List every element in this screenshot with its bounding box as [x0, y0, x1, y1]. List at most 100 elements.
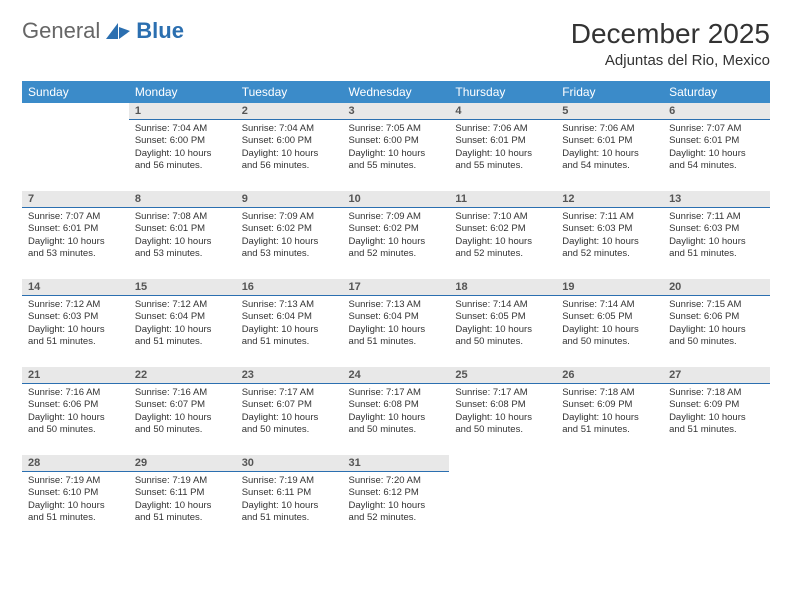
sunrise-text: Sunrise: 7:04 AM: [242, 123, 337, 135]
sunset-text: Sunset: 6:07 PM: [242, 399, 337, 411]
day-number: 18: [449, 279, 556, 296]
daylight-text: Daylight: 10 hours and 50 minutes.: [669, 324, 764, 349]
daylight-text: Daylight: 10 hours and 50 minutes.: [562, 324, 657, 349]
sunset-text: Sunset: 6:04 PM: [242, 311, 337, 323]
daylight-text: Daylight: 10 hours and 54 minutes.: [562, 148, 657, 173]
sunrise-text: Sunrise: 7:19 AM: [28, 475, 123, 487]
sunrise-text: Sunrise: 7:17 AM: [455, 387, 550, 399]
day-number: 29: [129, 455, 236, 472]
calendar-table: Sunday Monday Tuesday Wednesday Thursday…: [22, 81, 770, 543]
sunset-text: Sunset: 6:07 PM: [135, 399, 230, 411]
sunset-text: Sunset: 6:06 PM: [28, 399, 123, 411]
sunset-text: Sunset: 6:05 PM: [455, 311, 550, 323]
day-body: Sunrise: 7:14 AMSunset: 6:05 PMDaylight:…: [556, 296, 663, 354]
day-number: 28: [22, 455, 129, 472]
day-body: Sunrise: 7:16 AMSunset: 6:07 PMDaylight:…: [129, 384, 236, 442]
daylight-text: Daylight: 10 hours and 52 minutes.: [349, 236, 444, 261]
daylight-text: Daylight: 10 hours and 51 minutes.: [669, 412, 764, 437]
calendar-day-cell: [556, 455, 663, 543]
day-body: Sunrise: 7:10 AMSunset: 6:02 PMDaylight:…: [449, 208, 556, 266]
sunrise-text: Sunrise: 7:09 AM: [242, 211, 337, 223]
daylight-text: Daylight: 10 hours and 55 minutes.: [455, 148, 550, 173]
daylight-text: Daylight: 10 hours and 50 minutes.: [455, 324, 550, 349]
sunrise-text: Sunrise: 7:14 AM: [455, 299, 550, 311]
daylight-text: Daylight: 10 hours and 51 minutes.: [242, 324, 337, 349]
calendar-day-cell: 12Sunrise: 7:11 AMSunset: 6:03 PMDayligh…: [556, 191, 663, 279]
sunrise-text: Sunrise: 7:06 AM: [455, 123, 550, 135]
day-number: 15: [129, 279, 236, 296]
sunset-text: Sunset: 6:04 PM: [135, 311, 230, 323]
day-body: Sunrise: 7:12 AMSunset: 6:03 PMDaylight:…: [22, 296, 129, 354]
sunrise-text: Sunrise: 7:06 AM: [562, 123, 657, 135]
weekday-header: Thursday: [449, 81, 556, 103]
brand-part1: General: [22, 18, 100, 44]
sunset-text: Sunset: 6:02 PM: [242, 223, 337, 235]
daylight-text: Daylight: 10 hours and 51 minutes.: [562, 412, 657, 437]
calendar-day-cell: 15Sunrise: 7:12 AMSunset: 6:04 PMDayligh…: [129, 279, 236, 367]
day-body: Sunrise: 7:17 AMSunset: 6:08 PMDaylight:…: [449, 384, 556, 442]
day-body: Sunrise: 7:04 AMSunset: 6:00 PMDaylight:…: [236, 120, 343, 178]
daylight-text: Daylight: 10 hours and 51 minutes.: [349, 324, 444, 349]
header-row: General Blue December 2025 Adjuntas del …: [22, 18, 770, 69]
day-number: 21: [22, 367, 129, 384]
daylight-text: Daylight: 10 hours and 52 minutes.: [562, 236, 657, 261]
calendar-day-cell: 13Sunrise: 7:11 AMSunset: 6:03 PMDayligh…: [663, 191, 770, 279]
day-number: 12: [556, 191, 663, 208]
day-body: Sunrise: 7:08 AMSunset: 6:01 PMDaylight:…: [129, 208, 236, 266]
day-number: 19: [556, 279, 663, 296]
daylight-text: Daylight: 10 hours and 56 minutes.: [242, 148, 337, 173]
calendar-day-cell: 19Sunrise: 7:14 AMSunset: 6:05 PMDayligh…: [556, 279, 663, 367]
day-number: 10: [343, 191, 450, 208]
daylight-text: Daylight: 10 hours and 51 minutes.: [28, 500, 123, 525]
day-body: Sunrise: 7:20 AMSunset: 6:12 PMDaylight:…: [343, 472, 450, 530]
sunset-text: Sunset: 6:03 PM: [562, 223, 657, 235]
sunrise-text: Sunrise: 7:15 AM: [669, 299, 764, 311]
day-number: 31: [343, 455, 450, 472]
sunset-text: Sunset: 6:09 PM: [562, 399, 657, 411]
sunset-text: Sunset: 6:02 PM: [349, 223, 444, 235]
day-number: 30: [236, 455, 343, 472]
calendar-day-cell: 28 Sunrise: 7:19 AMSunset: 6:10 PMDayligh…: [22, 455, 129, 543]
sunset-text: Sunset: 6:01 PM: [135, 223, 230, 235]
day-body: Sunrise: 7:04 AMSunset: 6:00 PMDaylight:…: [129, 120, 236, 178]
sunset-text: Sunset: 6:04 PM: [349, 311, 444, 323]
day-body: Sunrise: 7:18 AMSunset: 6:09 PMDaylight:…: [663, 384, 770, 442]
day-body: Sunrise: 7:09 AMSunset: 6:02 PMDaylight:…: [236, 208, 343, 266]
sunset-text: Sunset: 6:00 PM: [242, 135, 337, 147]
day-body: Sunrise: 7:05 AMSunset: 6:00 PMDaylight:…: [343, 120, 450, 178]
title-block: December 2025 Adjuntas del Rio, Mexico: [571, 18, 770, 69]
day-number: 4: [449, 103, 556, 120]
sunset-text: Sunset: 6:01 PM: [455, 135, 550, 147]
calendar-day-cell: 3Sunrise: 7:05 AMSunset: 6:00 PMDaylight…: [343, 103, 450, 191]
day-number: 8: [129, 191, 236, 208]
daylight-text: Daylight: 10 hours and 50 minutes.: [28, 412, 123, 437]
day-number: 7: [22, 191, 129, 208]
day-number: 6: [663, 103, 770, 120]
sunset-text: Sunset: 6:01 PM: [28, 223, 123, 235]
calendar-day-cell: 25Sunrise: 7:17 AMSunset: 6:08 PMDayligh…: [449, 367, 556, 455]
sunrise-text: Sunrise: 7:09 AM: [349, 211, 444, 223]
sunrise-text: Sunrise: 7:10 AM: [455, 211, 550, 223]
day-body: Sunrise: 7:12 AMSunset: 6:04 PMDaylight:…: [129, 296, 236, 354]
sunrise-text: Sunrise: 7:16 AM: [28, 387, 123, 399]
calendar-day-cell: 10 Sunrise: 7:09 AMSunset: 6:02 PMDayligh…: [343, 191, 450, 279]
sunrise-text: Sunrise: 7:16 AM: [135, 387, 230, 399]
day-body: Sunrise: 7:11 AMSunset: 6:03 PMDaylight:…: [663, 208, 770, 266]
sunrise-text: Sunrise: 7:14 AM: [562, 299, 657, 311]
daylight-text: Daylight: 10 hours and 55 minutes.: [349, 148, 444, 173]
sunset-text: Sunset: 6:08 PM: [349, 399, 444, 411]
sunrise-text: Sunrise: 7:19 AM: [242, 475, 337, 487]
sunrise-text: Sunrise: 7:18 AM: [669, 387, 764, 399]
sunrise-text: Sunrise: 7:17 AM: [242, 387, 337, 399]
weekday-header: Saturday: [663, 81, 770, 103]
sunrise-text: Sunrise: 7:17 AM: [349, 387, 444, 399]
sunset-text: Sunset: 6:10 PM: [28, 487, 123, 499]
month-title: December 2025: [571, 18, 770, 50]
day-number: 26: [556, 367, 663, 384]
calendar-day-cell: 27Sunrise: 7:18 AMSunset: 6:09 PMDayligh…: [663, 367, 770, 455]
sunset-text: Sunset: 6:06 PM: [669, 311, 764, 323]
day-number: 27: [663, 367, 770, 384]
day-number: 23: [236, 367, 343, 384]
daylight-text: Daylight: 10 hours and 50 minutes.: [455, 412, 550, 437]
calendar-day-cell: 24Sunrise: 7:17 AMSunset: 6:08 PMDayligh…: [343, 367, 450, 455]
